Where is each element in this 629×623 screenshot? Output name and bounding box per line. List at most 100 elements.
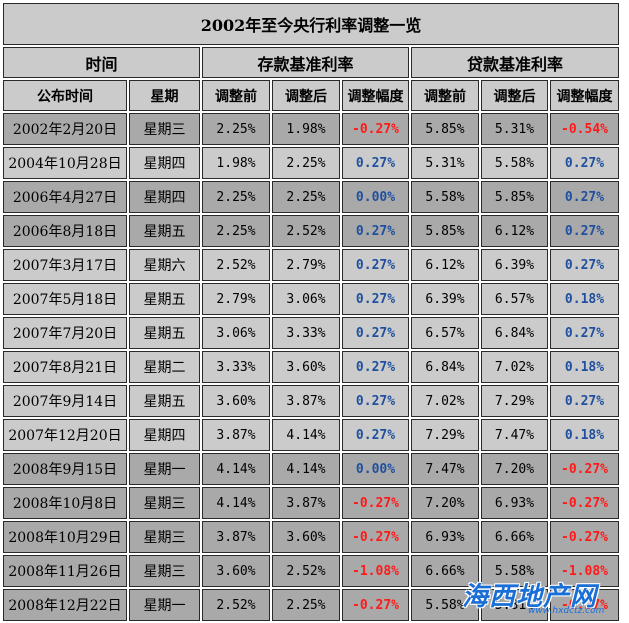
column-header-loan-after: 调整后: [481, 80, 548, 111]
deposit-before-cell: 2.52%: [202, 589, 270, 621]
loan-after-cell: 7.02%: [481, 351, 548, 383]
loan-before-cell: 5.31%: [411, 147, 479, 179]
table-row: 2007年12月20日 星期四 3.87% 4.14% 0.27% 7.29% 7.47% 0…: [3, 419, 619, 451]
table-row: 2007年8月21日 星期二 3.33% 3.60% 0.27% 6.84% 7.02% 0.…: [3, 351, 619, 383]
deposit-after-cell: 2.25%: [272, 589, 340, 621]
loan-change-cell: -0.27%: [550, 589, 619, 621]
deposit-change-cell: 0.27%: [342, 385, 409, 417]
loan-before-cell: 7.20%: [411, 487, 479, 519]
date-cell: 2007年5月18日: [3, 283, 127, 315]
deposit-before-cell: 2.25%: [202, 181, 270, 213]
deposit-before-cell: 2.25%: [202, 215, 270, 247]
weekday-cell: 星期五: [129, 385, 200, 417]
table-row: 2007年7月20日 星期五 3.06% 3.33% 0.27% 6.57% 6.84% 0.…: [3, 317, 619, 349]
weekday-cell: 星期五: [129, 215, 200, 247]
deposit-after-cell: 3.60%: [272, 521, 340, 553]
table-row: 2006年4月27日 星期四 2.25% 2.25% 0.00% 5.58% 5.85% 0.…: [3, 181, 619, 213]
loan-change-cell: 0.27%: [550, 181, 619, 213]
deposit-change-cell: 0.27%: [342, 283, 409, 315]
loan-change-cell: -0.27%: [550, 453, 619, 485]
loan-after-cell: 6.93%: [481, 487, 548, 519]
table-row: 2007年5月18日 星期五 2.79% 3.06% 0.27% 6.39% 6.57% 0.…: [3, 283, 619, 315]
loan-after-cell: 5.58%: [481, 555, 548, 587]
weekday-cell: 星期四: [129, 147, 200, 179]
column-header-deposit-before: 调整前: [202, 80, 270, 111]
date-cell: 2008年9月15日: [3, 453, 127, 485]
loan-before-cell: 5.58%: [411, 181, 479, 213]
table-row: 2007年9月14日 星期五 3.60% 3.87% 0.27% 7.02% 7.29% 0.…: [3, 385, 619, 417]
loan-change-cell: 0.27%: [550, 385, 619, 417]
weekday-cell: 星期三: [129, 487, 200, 519]
loan-after-cell: 6.84%: [481, 317, 548, 349]
loan-change-cell: 0.27%: [550, 147, 619, 179]
table-row: 2007年3月17日 星期六 2.52% 2.79% 0.27% 6.12% 6.39% 0.…: [3, 249, 619, 281]
column-header-deposit-after: 调整后: [272, 80, 340, 111]
table-row: 2008年9月15日 星期一 4.14% 4.14% 0.00% 7.47% 7.20% -0…: [3, 453, 619, 485]
weekday-cell: 星期六: [129, 249, 200, 281]
column-header-loan-change: 调整幅度: [550, 80, 619, 111]
deposit-change-cell: 0.00%: [342, 453, 409, 485]
loan-after-cell: 5.31%: [481, 113, 548, 145]
loan-before-cell: 6.57%: [411, 317, 479, 349]
deposit-change-cell: 0.27%: [342, 215, 409, 247]
deposit-before-cell: 1.98%: [202, 147, 270, 179]
date-cell: 2007年12月20日: [3, 419, 127, 451]
loan-change-cell: 0.18%: [550, 283, 619, 315]
loan-before-cell: 6.84%: [411, 351, 479, 383]
deposit-before-cell: 3.60%: [202, 555, 270, 587]
deposit-after-cell: 2.52%: [272, 555, 340, 587]
loan-change-cell: 0.27%: [550, 215, 619, 247]
loan-before-cell: 6.66%: [411, 555, 479, 587]
weekday-cell: 星期五: [129, 317, 200, 349]
loan-before-cell: 6.12%: [411, 249, 479, 281]
deposit-change-cell: 0.27%: [342, 419, 409, 451]
weekday-cell: 星期三: [129, 521, 200, 553]
date-cell: 2008年12月22日: [3, 589, 127, 621]
loan-after-cell: 5.31%: [481, 589, 548, 621]
deposit-after-cell: 2.79%: [272, 249, 340, 281]
deposit-before-cell: 4.14%: [202, 487, 270, 519]
loan-after-cell: 6.57%: [481, 283, 548, 315]
loan-before-cell: 7.47%: [411, 453, 479, 485]
table-row: 2008年11月26日 星期三 3.60% 2.52% -1.08% 6.66% 5.58%…: [3, 555, 619, 587]
deposit-after-cell: 2.25%: [272, 147, 340, 179]
column-header-loan-before: 调整前: [411, 80, 479, 111]
deposit-after-cell: 3.33%: [272, 317, 340, 349]
table-row: 2002年2月20日 星期三 2.25% 1.98% -0.27% 5.85% 5.31% -…: [3, 113, 619, 145]
deposit-before-cell: 3.60%: [202, 385, 270, 417]
deposit-after-cell: 4.14%: [272, 453, 340, 485]
loan-after-cell: 6.66%: [481, 521, 548, 553]
deposit-after-cell: 2.25%: [272, 181, 340, 213]
loan-before-cell: 7.29%: [411, 419, 479, 451]
column-header-deposit-change: 调整幅度: [342, 80, 409, 111]
loan-rate-group-header: 贷款基准利率: [411, 47, 619, 78]
deposit-after-cell: 3.60%: [272, 351, 340, 383]
loan-before-cell: 5.85%: [411, 215, 479, 247]
deposit-after-cell: 3.87%: [272, 487, 340, 519]
loan-change-cell: 0.18%: [550, 419, 619, 451]
loan-after-cell: 5.58%: [481, 147, 548, 179]
loan-after-cell: 7.20%: [481, 453, 548, 485]
weekday-cell: 星期二: [129, 351, 200, 383]
loan-change-cell: -0.54%: [550, 113, 619, 145]
loan-after-cell: 7.29%: [481, 385, 548, 417]
column-header-weekday: 星期: [129, 80, 200, 111]
table-title: 2002年至今央行利率调整一览: [3, 3, 619, 45]
deposit-after-cell: 1.98%: [272, 113, 340, 145]
deposit-before-cell: 2.79%: [202, 283, 270, 315]
deposit-change-cell: -0.27%: [342, 589, 409, 621]
loan-change-cell: 0.27%: [550, 317, 619, 349]
date-cell: 2002年2月20日: [3, 113, 127, 145]
deposit-change-cell: 0.27%: [342, 317, 409, 349]
weekday-cell: 星期四: [129, 419, 200, 451]
loan-after-cell: 7.47%: [481, 419, 548, 451]
date-cell: 2006年4月27日: [3, 181, 127, 213]
date-cell: 2006年8月18日: [3, 215, 127, 247]
loan-change-cell: -0.27%: [550, 487, 619, 519]
date-cell: 2004年10月28日: [3, 147, 127, 179]
loan-before-cell: 5.58%: [411, 589, 479, 621]
weekday-cell: 星期一: [129, 589, 200, 621]
table-row: 2008年10月8日 星期三 4.14% 3.87% -0.27% 7.20% 6.93% -…: [3, 487, 619, 519]
deposit-change-cell: -0.27%: [342, 487, 409, 519]
deposit-change-cell: -0.27%: [342, 521, 409, 553]
